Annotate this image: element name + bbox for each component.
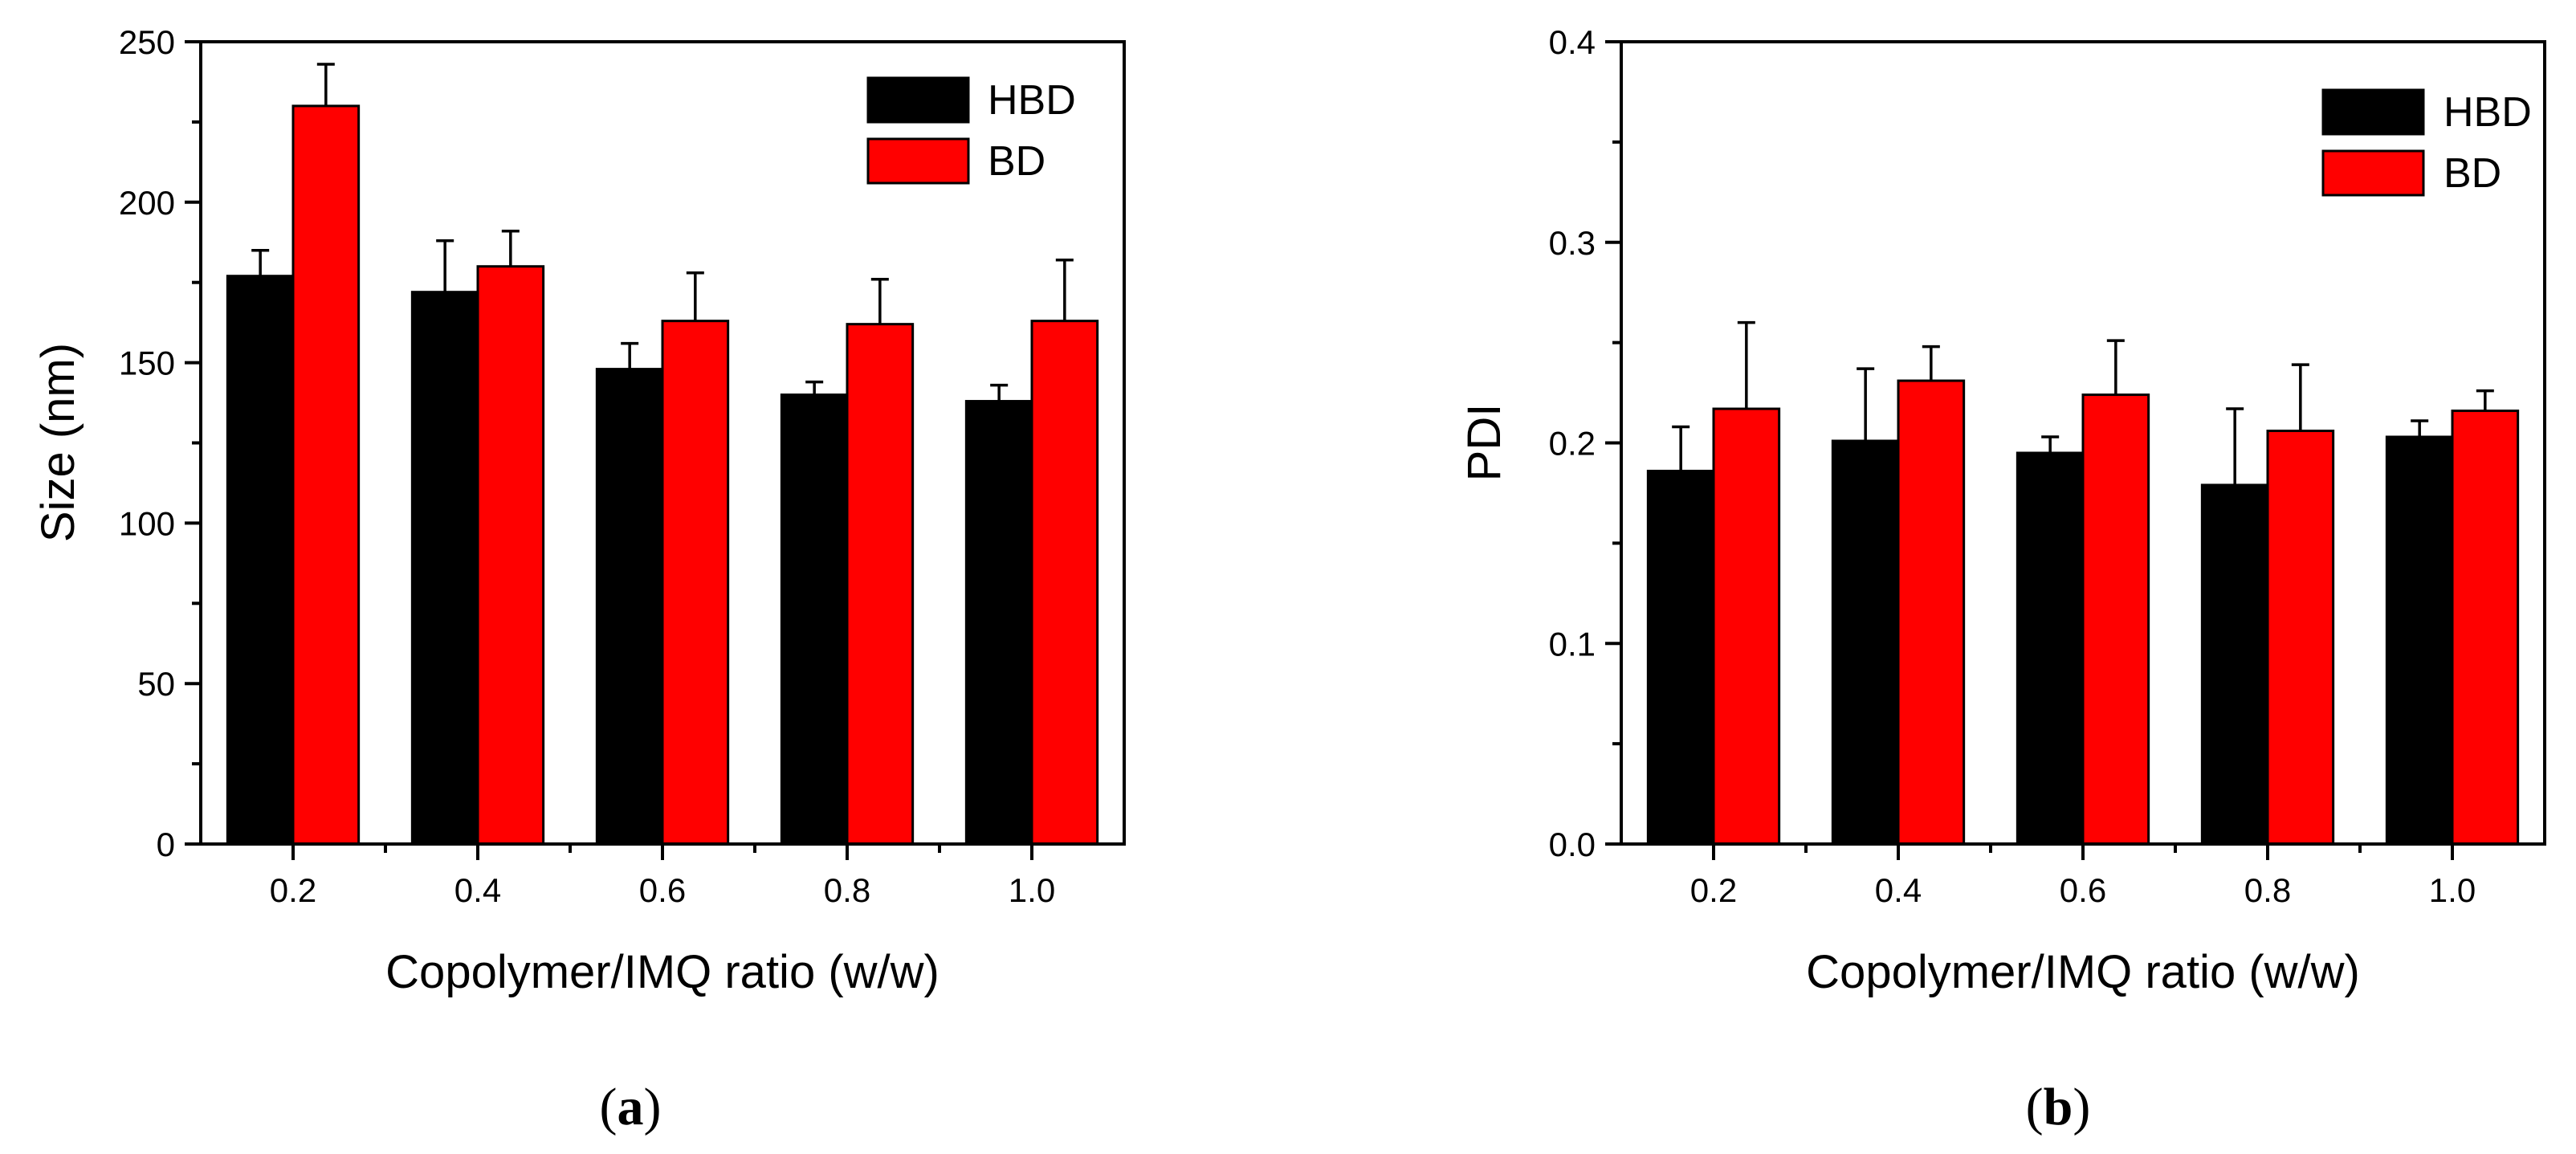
x-tick-label-0.4: 0.4 — [454, 871, 501, 909]
bar-bd-0.6 — [2081, 394, 2150, 846]
panel-a-bars — [226, 104, 1099, 846]
bar-bd-0.4 — [1897, 379, 1966, 846]
panel-a-y-axis: 0 50 100 150 200 250 — [119, 23, 201, 863]
bar-bd-0.6 — [661, 320, 730, 846]
bar-hbd-0.2 — [226, 275, 295, 846]
bar-bd-1.0 — [2451, 410, 2520, 846]
y-tick-label-0.3: 0.3 — [1549, 224, 1596, 262]
x-tick-label-0.6: 0.6 — [639, 871, 686, 909]
y-tick-label-200: 200 — [119, 184, 175, 222]
bar-bd-0.2 — [291, 104, 361, 846]
panel-a-legend: HBD BD — [866, 76, 1076, 185]
bar-hbd-0.4 — [1831, 439, 1900, 846]
bar-bd-0.8 — [846, 323, 915, 846]
y-tick-label-0.2: 0.2 — [1549, 425, 1596, 463]
bar-hbd-0.4 — [410, 291, 479, 846]
y-tick-label-0: 0 — [157, 826, 175, 863]
panel-a-size-chart: 0 50 100 150 200 250 0.2 0.4 0.6 0.8 1.0 Size (nm… — [32, 23, 1126, 1136]
x-tick-label-0.2: 0.2 — [1690, 871, 1737, 909]
bar-hbd-1.0 — [964, 400, 1033, 846]
legend-swatch-hbd — [2321, 88, 2425, 136]
x-tick-label-1.0: 1.0 — [1009, 871, 1055, 909]
legend-label-hbd: HBD — [2444, 89, 2532, 136]
y-tick-label-50: 50 — [137, 665, 175, 703]
y-tick-label-250: 250 — [119, 23, 175, 61]
panel-b-x-axis: 0.2 0.4 0.6 0.8 1.0 — [1690, 844, 2476, 909]
y-tick-label-0.4: 0.4 — [1549, 23, 1596, 61]
x-tick-label-0.8: 0.8 — [824, 871, 870, 909]
y-tick-label-100: 100 — [119, 504, 175, 542]
bar-bd-0.2 — [1712, 407, 1781, 846]
legend-swatch-bd — [2321, 149, 2425, 197]
panel-a-label: (a) — [600, 1078, 662, 1136]
panel-b-y-axis-title: PDI — [1458, 404, 1510, 482]
x-tick-label-0.6: 0.6 — [2060, 871, 2106, 909]
panel-b-x-axis-title: Copolymer/IMQ ratio (w/w) — [1806, 946, 2360, 998]
y-tick-label-0.0: 0.0 — [1549, 826, 1596, 863]
bar-hbd-0.6 — [595, 368, 664, 846]
legend-label-bd: BD — [2444, 150, 2501, 197]
bar-bd-0.4 — [476, 265, 545, 846]
bar-hbd-1.0 — [2385, 435, 2454, 846]
panel-b-legend: HBD BD — [2321, 88, 2532, 197]
bar-bd-0.8 — [2266, 430, 2335, 846]
legend-swatch-hbd — [866, 76, 970, 124]
x-tick-label-0.4: 0.4 — [1875, 871, 1922, 909]
panel-b-label: (b) — [2026, 1078, 2091, 1136]
bar-hbd-0.8 — [2200, 483, 2269, 846]
y-tick-label-150: 150 — [119, 345, 175, 382]
legend-label-hbd: HBD — [988, 77, 1076, 124]
bar-hbd-0.2 — [1646, 469, 1715, 846]
legend-label-bd: BD — [988, 138, 1045, 185]
panel-b-error-bars — [1672, 320, 2494, 485]
legend-swatch-bd — [866, 137, 970, 185]
panel-b-pdi-chart: 0.0 0.1 0.2 0.3 0.4 0.2 0.4 0.6 0.8 1.0 PDI Copo… — [1458, 23, 2546, 1136]
bar-hbd-0.6 — [2016, 451, 2085, 846]
panel-a-x-axis-title: Copolymer/IMQ ratio (w/w) — [385, 946, 940, 998]
panel-a-y-axis-title: Size (nm) — [32, 343, 84, 542]
panel-b-y-axis: 0.0 0.1 0.2 0.3 0.4 — [1549, 23, 1621, 863]
panel-a-error-bars — [251, 63, 1074, 402]
panel-b-bars — [1646, 379, 2520, 846]
x-tick-label-0.8: 0.8 — [2244, 871, 2291, 909]
x-tick-label-1.0: 1.0 — [2429, 871, 2476, 909]
bar-bd-1.0 — [1030, 320, 1099, 846]
panel-a-x-axis: 0.2 0.4 0.6 0.8 1.0 — [270, 844, 1055, 909]
bar-hbd-0.8 — [780, 394, 849, 846]
x-tick-label-0.2: 0.2 — [270, 871, 316, 909]
y-tick-label-0.1: 0.1 — [1549, 625, 1596, 663]
